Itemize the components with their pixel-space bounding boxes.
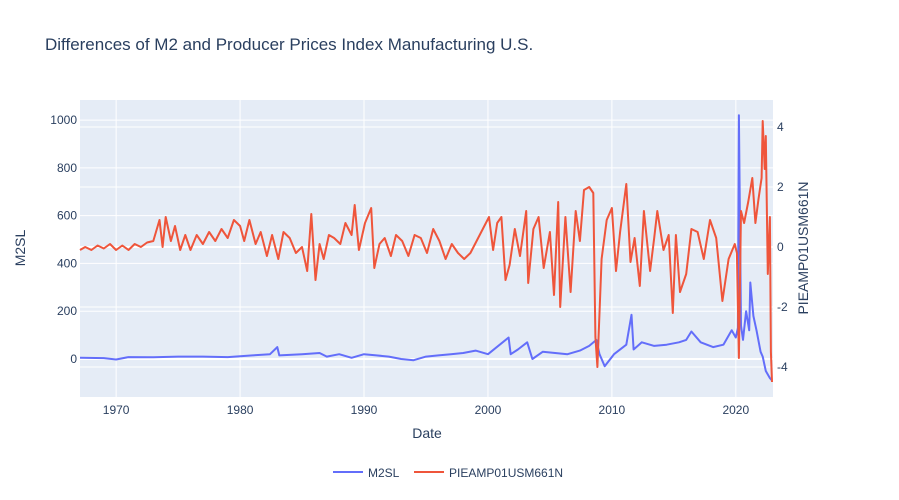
y2-tick-label: 0	[777, 240, 784, 254]
chart-title: Differences of M2 and Producer Prices In…	[45, 35, 533, 54]
legend-label-pieamp: PIEAMP01USM661N	[449, 466, 563, 480]
y-tick-label: 0	[70, 352, 77, 366]
y2-tick-label: 2	[777, 180, 784, 194]
y-tick-label: 800	[57, 161, 77, 175]
y-tick-label: 400	[57, 256, 77, 270]
x-axis-title: Date	[412, 425, 442, 441]
y2-tick-label: 4	[777, 120, 784, 134]
series-line-pieamp01usm661n	[79, 120, 773, 383]
legend-item-m2sl[interactable]: M2SL	[333, 466, 400, 480]
y2-tick-label: -4	[777, 360, 788, 374]
plot-area[interactable]	[80, 100, 773, 397]
y-axis-title: M2SL	[12, 230, 28, 267]
y2-tick-label: -2	[777, 300, 788, 314]
y-tick-label: 200	[57, 304, 77, 318]
x-tick-label: 2000	[475, 403, 502, 417]
x-tick-label: 2020	[722, 403, 749, 417]
x-tick-label: 1970	[103, 403, 130, 417]
x-tick-label: 1990	[351, 403, 378, 417]
legend-label-m2sl: M2SL	[368, 466, 400, 480]
x-tick-label: 1980	[227, 403, 254, 417]
y2-axis-title: PIEAMP01USM661N	[795, 181, 811, 314]
y-tick-label: 1000	[50, 113, 77, 127]
x-tick-label: 2010	[599, 403, 626, 417]
y-tick-label: 600	[57, 209, 77, 223]
legend: M2SL PIEAMP01USM661N	[333, 466, 563, 480]
legend-item-pieamp[interactable]: PIEAMP01USM661N	[414, 466, 563, 480]
